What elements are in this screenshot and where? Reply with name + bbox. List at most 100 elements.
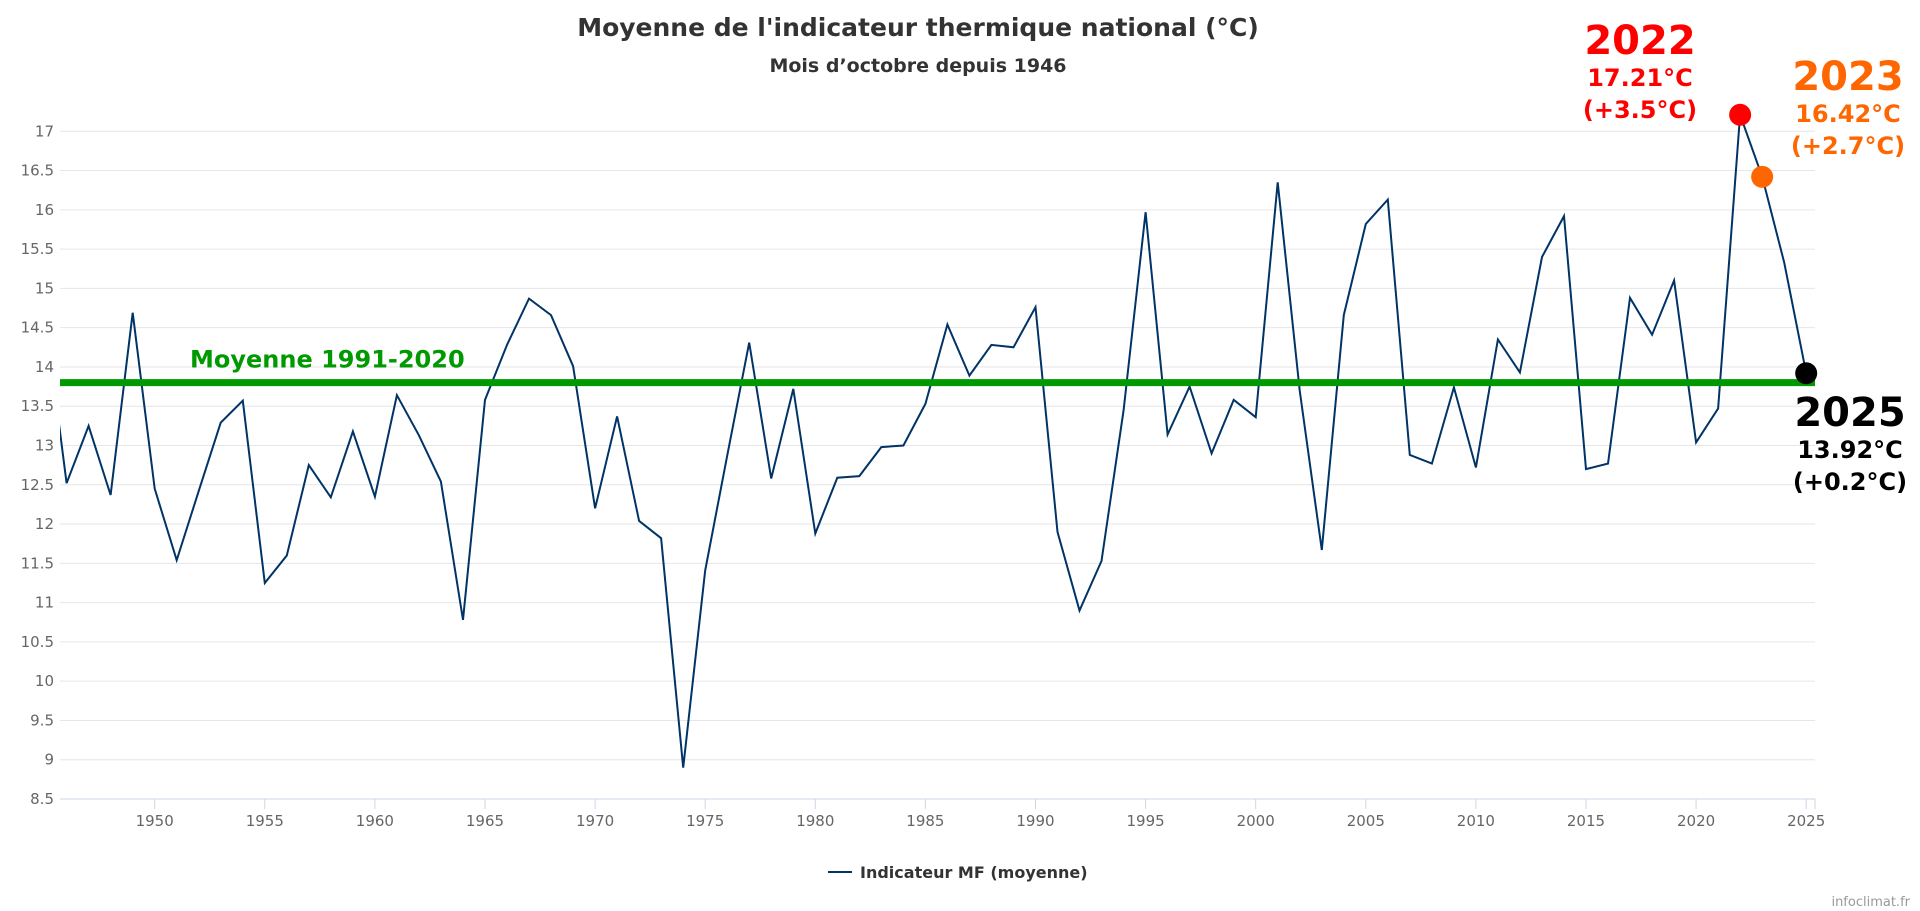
data-point[interactable] [549,313,553,317]
data-point[interactable] [1386,198,1390,202]
data-point[interactable] [1056,530,1060,534]
data-point[interactable] [681,766,685,770]
data-point[interactable] [395,393,399,397]
x-tick-label: 2010 [1457,812,1495,830]
data-point[interactable] [791,387,795,391]
data-point[interactable] [1540,255,1544,259]
annotation-year: 2022 [1584,18,1695,64]
highlight-point-2023[interactable] [1751,165,1774,188]
data-point[interactable] [857,474,861,478]
data-point[interactable] [1144,210,1148,214]
credit[interactable]: infoclimat.fr [1831,895,1910,910]
highlight-point-2025[interactable] [1795,362,1818,385]
data-point[interactable] [483,398,487,402]
data-point[interactable] [1430,462,1434,466]
legend-label[interactable]: Indicateur MF (moyenne) [860,863,1088,882]
x-tick-label: 1950 [136,812,174,830]
data-point[interactable] [747,341,751,345]
data-point[interactable] [1584,467,1588,471]
data-point[interactable] [87,424,91,428]
data-point[interactable] [901,444,905,448]
annotation-anomaly: (+2.7°C) [1791,132,1905,160]
data-point[interactable] [725,454,729,458]
legend[interactable]: Indicateur MF (moyenne) [828,863,1088,882]
data-point[interactable] [835,476,839,480]
data-point[interactable] [1276,180,1280,184]
data-point[interactable] [285,553,289,557]
data-point[interactable] [1078,608,1082,612]
y-axis: 8.5 9 9.5 10 10.5 11 11.5 12 12.5 13 13.5 14 14.5 15 1… [21,122,54,808]
data-point[interactable] [1011,345,1015,349]
data-point[interactable] [1606,462,1610,466]
data-point[interactable] [989,343,993,347]
data-point[interactable] [241,399,245,403]
data-point[interactable] [1342,313,1346,317]
data-point[interactable] [65,481,69,485]
x-tick-label: 2015 [1567,812,1605,830]
y-tick-label: 15.5 [21,240,54,258]
data-point[interactable] [571,364,575,368]
data-point[interactable] [1694,440,1698,444]
data-point[interactable] [1518,370,1522,374]
data-point[interactable] [703,568,707,572]
data-point[interactable] [1100,559,1104,563]
data-point[interactable] [593,506,597,510]
highlight-point-2022[interactable] [1729,103,1752,126]
data-point[interactable] [153,487,157,491]
x-tick-label: 2005 [1347,812,1385,830]
x-tick-label: 1960 [356,812,394,830]
data-point[interactable] [175,558,179,562]
data-point[interactable] [1716,407,1720,411]
data-point[interactable] [1166,433,1170,437]
data-point[interactable] [527,297,531,301]
reference-layer: Moyenne 1991-2020 [60,346,1815,387]
data-point[interactable] [615,414,619,418]
data-point[interactable] [1364,222,1368,226]
data-point[interactable] [1474,465,1478,469]
data-point[interactable] [197,489,201,493]
data-point[interactable] [263,581,267,585]
data-point[interactable] [1122,408,1126,412]
data-point[interactable] [307,463,311,467]
data-point[interactable] [1408,453,1412,457]
data-point[interactable] [1232,398,1236,402]
y-tick-label: 13 [35,437,54,455]
data-point[interactable] [351,429,355,433]
data-point[interactable] [219,421,223,425]
data-point[interactable] [505,343,509,347]
data-point[interactable] [637,519,641,523]
annotation-anomaly: (+0.2°C) [1793,468,1907,496]
data-point[interactable] [769,476,773,480]
data-point[interactable] [967,374,971,378]
data-point[interactable] [659,536,663,540]
data-point[interactable] [879,445,883,449]
y-tick-label: 10.5 [21,633,54,651]
data-point[interactable] [1562,214,1566,218]
series-line[interactable] [45,114,1808,768]
y-tick-label: 8.5 [30,790,54,808]
data-point[interactable] [813,531,817,535]
data-point[interactable] [1496,337,1500,341]
y-tick-label: 15 [35,279,54,297]
data-point[interactable] [1254,415,1258,419]
data-point[interactable] [1672,279,1676,283]
data-point[interactable] [461,618,465,622]
data-point[interactable] [329,495,333,499]
data-point[interactable] [1320,548,1324,552]
data-point[interactable] [1782,260,1786,264]
data-point[interactable] [923,402,927,406]
data-point[interactable] [1298,389,1302,393]
annotation-value: 13.92°C [1797,436,1903,464]
data-point[interactable] [109,493,113,497]
data-point[interactable] [1650,333,1654,337]
data-point[interactable] [1628,296,1632,300]
data-point[interactable] [417,433,421,437]
x-tick-label: 1985 [906,812,944,830]
data-point[interactable] [1210,451,1214,455]
data-point[interactable] [131,311,135,315]
data-point[interactable] [439,480,443,484]
data-point[interactable] [373,495,377,499]
data-point[interactable] [945,323,949,327]
data-point[interactable] [1033,305,1037,309]
x-axis: 1950 1955 1960 1965 1970 1975 1980 1985 1990 1995… [136,799,1825,830]
